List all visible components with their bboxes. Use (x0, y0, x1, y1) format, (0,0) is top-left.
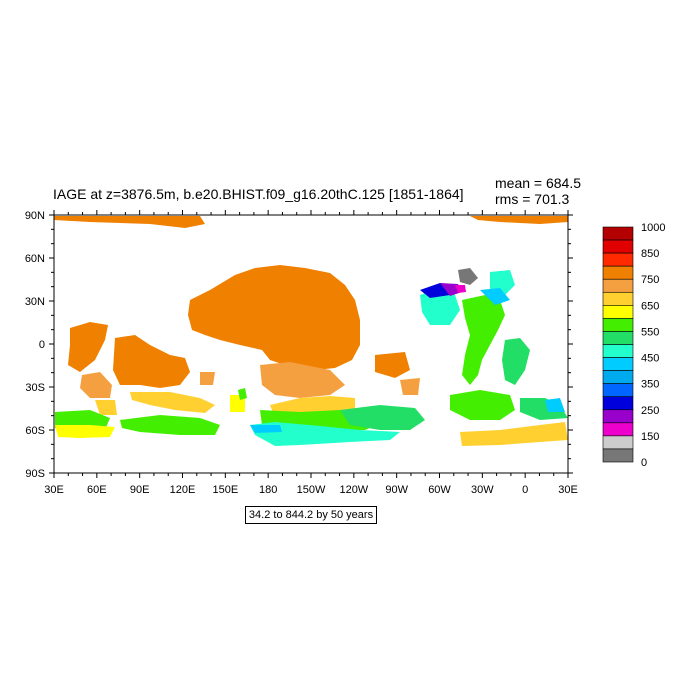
colorbar-swatch (602, 396, 634, 411)
lon-tick-label: 60E (87, 484, 107, 496)
colorbar-swatch (602, 383, 634, 398)
lat-tick-label: 60N (25, 253, 45, 265)
colorbar-label: 350 (641, 379, 659, 391)
colorbar-swatch (602, 409, 634, 424)
colorbar-swatch (602, 226, 634, 241)
colorbar-swatch (602, 448, 634, 463)
field-arctic-west (54, 216, 205, 228)
lon-tick-label: 120E (170, 484, 196, 496)
field-greenland-gray (458, 268, 478, 285)
field-atlantic-east (502, 338, 530, 385)
field-patch-1 (238, 388, 247, 400)
colorbar-swatch (602, 252, 634, 267)
colorbar-swatch (602, 331, 634, 345)
lat-tick-label: 60S (25, 425, 45, 437)
lat-tick-label: 90N (25, 210, 45, 222)
field-southern-aus (120, 415, 220, 435)
colorbar-label: 150 (641, 431, 659, 443)
colorbar-label: 0 (641, 457, 647, 469)
colorbar-swatch (602, 305, 634, 319)
field-labrador-magenta (455, 285, 466, 293)
field-southern-yellow (55, 425, 115, 438)
colorbar-swatch (602, 265, 634, 280)
colorbar-label: 750 (641, 274, 659, 286)
field-antarctic-cyan (250, 422, 400, 446)
colorbar-swatch (602, 291, 634, 306)
field-weddell-yellow (460, 422, 568, 446)
field-arctic-east (470, 216, 568, 224)
field-patch-2 (200, 372, 215, 385)
lon-tick-label: 150W (297, 484, 326, 496)
lon-tick-label: 60W (428, 484, 451, 496)
lon-tick-label: 0 (522, 484, 528, 496)
colorbar-label: 550 (641, 326, 659, 338)
colorbar-label: 1000 (641, 222, 665, 234)
lon-tick-label: 90W (385, 484, 408, 496)
rms-value: rms = 701.3 (495, 191, 570, 207)
field-ne-atlantic (480, 288, 510, 305)
field-south-atlantic-green (450, 390, 515, 420)
field-north-pacific (188, 265, 360, 372)
map-title: IAGE at z=3876.5m, b.e20.BHIST.f09_g16.2… (53, 186, 464, 202)
lat-tick-label: 90S (25, 468, 45, 480)
field-antarctic-blue (250, 425, 282, 433)
colorbar-swatch (602, 370, 634, 384)
colorbar: 1000 850 750 650 550 450 350 250 150 0 (602, 222, 665, 469)
field-central-pacific (260, 362, 345, 398)
lon-tick-label: 120W (339, 484, 368, 496)
lon-tick-label: 30E (558, 484, 578, 496)
lon-tick-label: 150E (212, 484, 238, 496)
lon-tick-label: 30W (471, 484, 494, 496)
field-southern-pac-teal (340, 405, 425, 430)
lat-tick-label: 0 (39, 339, 45, 351)
ocean-field (54, 216, 568, 446)
colorbar-label: 250 (641, 405, 659, 417)
field-small-1 (400, 378, 420, 395)
field-patch-3 (545, 398, 565, 412)
lon-tick-label: 30E (44, 484, 64, 496)
field-madagascar (95, 400, 117, 415)
colorbar-swatch (602, 318, 634, 332)
lon-tick-label: 180 (259, 484, 277, 496)
field-indian-north (113, 335, 190, 388)
colorbar-swatch (602, 278, 634, 293)
field-arabian (68, 322, 108, 372)
lat-tick-label: 30S (25, 382, 45, 394)
mean-value: mean = 684.5 (495, 175, 582, 191)
field-indian-south (130, 392, 215, 413)
colorbar-label: 650 (641, 300, 659, 312)
colorbar-swatch (602, 344, 634, 358)
field-east-pacific (375, 352, 410, 378)
colorbar-swatch (602, 357, 634, 371)
field-atlantic-green (462, 295, 505, 385)
lat-tick-label: 30N (25, 296, 45, 308)
lon-tick-label: 90E (130, 484, 150, 496)
colorbar-swatch (602, 422, 634, 437)
colorbar-swatch (602, 435, 634, 450)
statistics: mean = 684.5 rms = 701.3 (495, 175, 581, 207)
contour-info-box: 34.2 to 844.2 by 50 years (245, 506, 377, 524)
map-ticks: 30E 60E 90E 120E 150E 180 150W 120W 90W 60W 30W 0 30… (25, 210, 578, 496)
field-west-indian (80, 372, 112, 398)
colorbar-swatch (602, 239, 634, 254)
colorbar-label: 850 (641, 248, 659, 260)
colorbar-label: 450 (641, 353, 659, 365)
